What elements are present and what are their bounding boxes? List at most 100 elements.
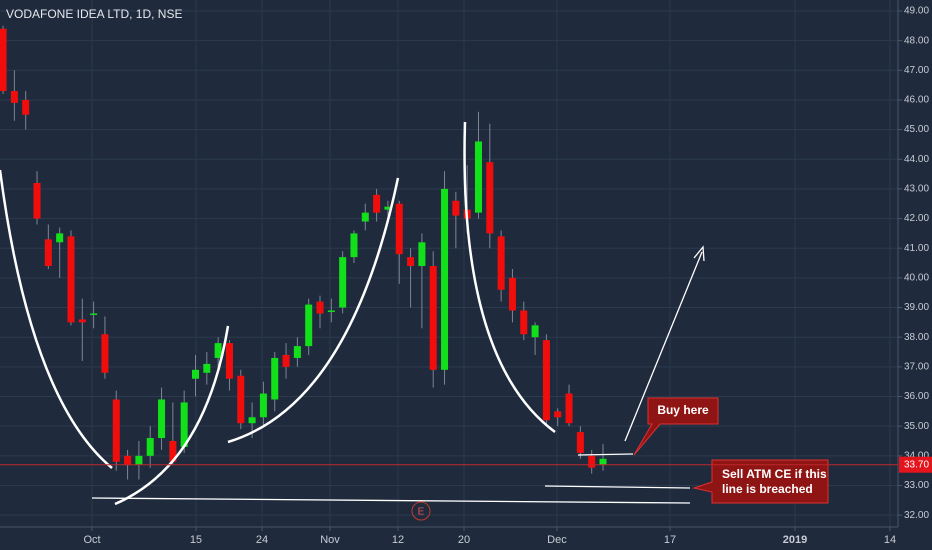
y-tick-label: 32.00 <box>904 510 929 521</box>
candle-body <box>237 375 245 424</box>
y-tick-label: 44.00 <box>904 154 929 165</box>
y-tick-label: 45.00 <box>904 124 929 135</box>
chart-title: VODAFONE IDEA LTD, 1D, NSE <box>6 7 182 21</box>
event-marker <box>411 501 431 521</box>
candle-body <box>520 310 528 335</box>
candle-body <box>22 99 30 115</box>
candle-body <box>531 325 539 338</box>
x-tick-label: 14 <box>884 534 896 546</box>
candle-body <box>497 236 505 290</box>
candle-body <box>418 242 426 267</box>
candle-body <box>316 301 324 314</box>
candle-body <box>112 399 120 462</box>
x-tick-label: 24 <box>256 534 268 546</box>
candle-body <box>373 194 381 213</box>
candle-body <box>56 233 64 243</box>
candle-body <box>225 343 233 379</box>
candle-body <box>576 432 584 453</box>
candle-body <box>248 417 256 424</box>
callout-text: Sell ATM CE if this <box>722 467 827 481</box>
y-tick-label: 37.00 <box>904 361 929 372</box>
candle-body <box>101 334 109 373</box>
candle-body <box>350 233 358 258</box>
candle-body <box>203 363 211 373</box>
candle-body <box>124 455 132 465</box>
candle-body <box>588 455 596 468</box>
candle-body <box>180 402 188 447</box>
candle-body <box>282 354 290 367</box>
candle-body <box>554 411 562 418</box>
y-tick-label: 33.00 <box>904 480 929 491</box>
candle-body <box>474 141 482 213</box>
y-tick-label: 36.00 <box>904 391 929 402</box>
candle-body <box>508 277 516 311</box>
candle-body <box>0 28 7 92</box>
candle-body <box>271 357 279 400</box>
x-tick-label: Oct <box>83 534 100 546</box>
candles <box>0 25 607 480</box>
entry-line <box>577 453 634 456</box>
candle-body <box>339 257 347 308</box>
candle-body <box>135 455 143 465</box>
trend-curve <box>227 177 400 444</box>
support-line <box>91 497 691 504</box>
candle-body <box>452 200 460 216</box>
candle-body <box>486 162 494 234</box>
candle-body <box>169 440 177 462</box>
candle-body <box>191 369 200 379</box>
candle-body <box>542 340 550 421</box>
x-tick-label: Dec <box>547 534 567 546</box>
candle-body <box>407 257 415 267</box>
x-tick-label: 15 <box>190 534 202 546</box>
candle-body <box>384 206 392 210</box>
y-tick-label: 47.00 <box>904 65 929 76</box>
candle-body <box>10 91 18 103</box>
y-tick-label: 40.00 <box>904 273 929 284</box>
callout-text: line is breached <box>722 482 813 496</box>
target-arrow <box>624 251 703 442</box>
candle-body <box>361 212 369 222</box>
candle-body <box>90 313 98 315</box>
y-tick-label: 35.00 <box>904 421 929 432</box>
candle-body <box>146 438 154 456</box>
x-tick-label: 17 <box>664 534 676 546</box>
last-price-tag <box>899 456 932 473</box>
y-tick-label: 39.00 <box>904 302 929 313</box>
candle-body <box>44 239 52 267</box>
candle-body <box>214 343 222 358</box>
y-tick-label: 38.00 <box>904 332 929 343</box>
candle-body <box>429 266 437 370</box>
callout-text: Buy here <box>657 403 709 417</box>
stop-line <box>544 485 691 489</box>
trend-curve <box>114 325 230 506</box>
candle-body <box>67 236 75 323</box>
event-label: E <box>418 507 425 518</box>
candle-body <box>293 346 301 358</box>
trend-curve <box>0 169 113 469</box>
candle-body <box>305 304 313 347</box>
candle-body <box>395 203 403 255</box>
arrow-head <box>693 245 705 262</box>
candle-body <box>565 393 573 424</box>
x-tick-label: 12 <box>392 534 404 546</box>
callout-box <box>633 397 719 456</box>
candle-body <box>78 319 86 323</box>
x-tick-label: 2019 <box>783 534 807 546</box>
drawings: Buy here Sell ATM CE if this line is bre… <box>0 121 829 521</box>
last-price-label: 33.70 <box>904 459 929 470</box>
y-tick-label: 41.00 <box>904 243 929 254</box>
y-tick-label: 49.00 <box>904 6 929 17</box>
x-tick-label: 20 <box>458 534 470 546</box>
y-tick-label: 43.00 <box>904 184 929 195</box>
candle-body <box>599 458 607 465</box>
y-tick-label: 34.00 <box>904 450 929 461</box>
trend-curve <box>463 121 556 434</box>
x-tick-label: Nov <box>320 534 340 546</box>
candle-body <box>441 188 449 370</box>
candle-body <box>259 393 267 418</box>
candle-body <box>33 182 41 219</box>
callout-box <box>692 459 829 504</box>
y-tick-label: 42.00 <box>904 213 929 224</box>
